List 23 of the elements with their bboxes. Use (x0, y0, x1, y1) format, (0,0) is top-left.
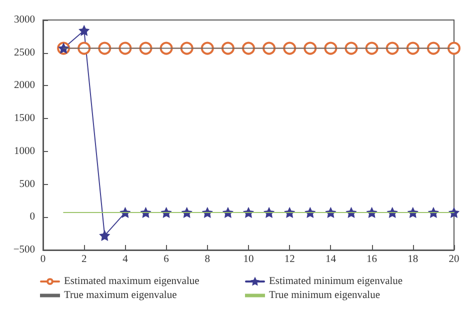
y-tick-label: 0 (30, 212, 35, 223)
x-tick-label: 20 (448, 254, 460, 265)
x-tick-label: 16 (366, 254, 378, 265)
x-tick-label: 10 (243, 254, 254, 265)
x-tick-label: 14 (325, 254, 337, 265)
legend-label: Estimated maximum eigenvalue (64, 276, 200, 287)
y-tick-label: 2000 (14, 80, 35, 92)
x-tick-label: 6 (164, 254, 169, 265)
legend-label: Estimated minimum eigenvalue (269, 276, 403, 287)
legend-label: True minimum eigenvalue (269, 290, 380, 301)
y-tick-label: 1000 (14, 146, 35, 157)
y-tick-label: 500 (19, 178, 35, 190)
x-tick-label: 4 (122, 254, 129, 265)
x-tick-label: 0 (40, 254, 46, 265)
x-tick-label: 8 (204, 254, 210, 265)
y-tick-label: 1500 (14, 113, 35, 124)
y-tick-label: 2500 (14, 47, 35, 58)
x-tick-label: 2 (81, 254, 87, 265)
y-tick-label: −500 (13, 244, 35, 256)
y-tick-label: 3000 (14, 14, 35, 26)
x-tick-label: 18 (408, 254, 418, 265)
x-tick-label: 12 (284, 254, 295, 265)
legend-label: True maximum eigenvalue (64, 290, 178, 301)
